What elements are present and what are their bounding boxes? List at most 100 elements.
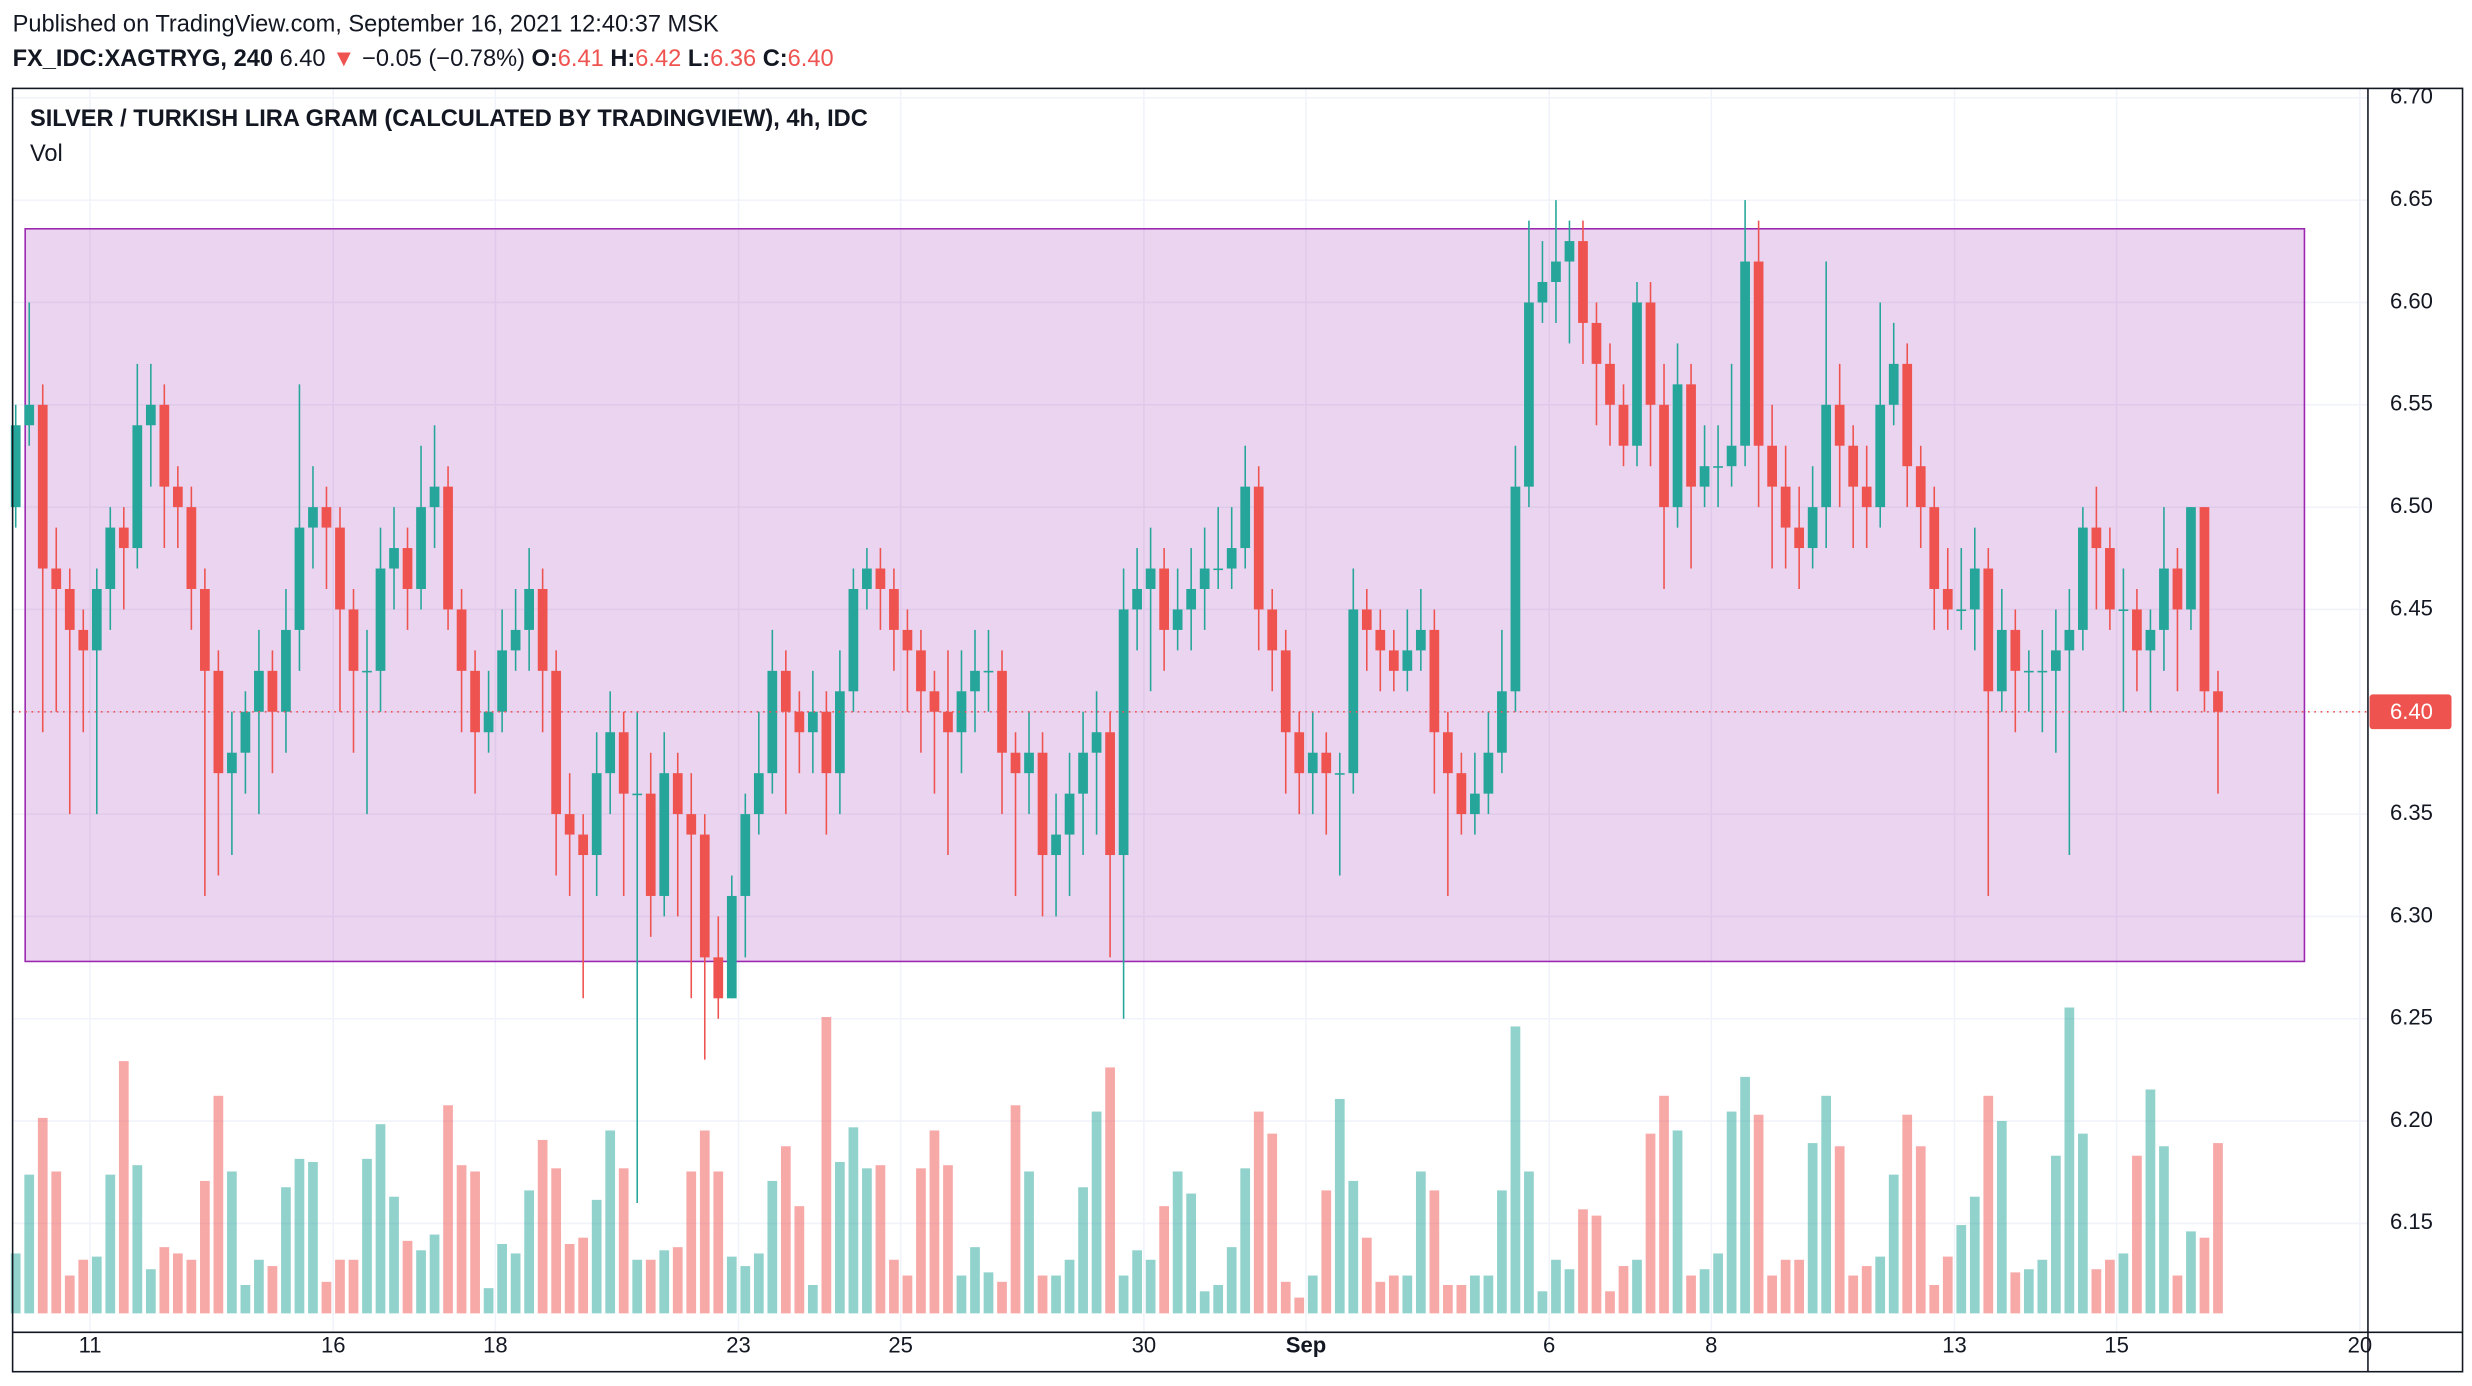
volume-bar [1456, 1284, 1467, 1314]
y-tick-label: 6.25 [2390, 1005, 2433, 1030]
candle-body [1226, 548, 1237, 569]
candle-body [1388, 650, 1399, 671]
y-tick-label: 6.70 [2390, 84, 2433, 109]
x-tick-label: 16 [321, 1332, 346, 1357]
volume-bar [1240, 1168, 1251, 1314]
candle-body [456, 609, 467, 671]
candle-body [848, 588, 859, 692]
candle-body [2199, 507, 2210, 692]
candle-body [2091, 527, 2102, 549]
volume-bar [2078, 1133, 2088, 1314]
volume-bar [537, 1139, 548, 1314]
candle-body [375, 568, 386, 671]
y-tick-label: 6.65 [2390, 186, 2433, 211]
candle-body [875, 568, 886, 589]
volume-bar [902, 1275, 913, 1314]
volume-bar [1834, 1146, 1845, 1314]
candle-body [1686, 384, 1696, 487]
volume-bar [470, 1171, 480, 1314]
candle-body [618, 732, 629, 794]
volume-bar [726, 1256, 737, 1314]
volume-bar [64, 1275, 75, 1314]
volume-bar [1294, 1297, 1305, 1314]
candle-body [1091, 732, 1102, 753]
volume-bar [375, 1124, 386, 1314]
candle-body [2064, 629, 2075, 651]
candle-body [713, 957, 724, 999]
candle-body [1537, 282, 1548, 303]
volume-bar [1172, 1171, 1183, 1314]
open-value: 6.41 [558, 46, 604, 72]
volume-bar [1915, 1146, 1926, 1314]
candle-body [1172, 609, 1183, 630]
candle-body [200, 588, 210, 671]
volume-bar [362, 1158, 372, 1314]
volume-bar [970, 1247, 980, 1314]
candle-body [186, 507, 197, 589]
candle-body [821, 711, 832, 774]
volume-bar [456, 1165, 467, 1314]
change: −0.05 (−0.78%) [362, 46, 525, 72]
candle-body [24, 404, 35, 426]
candle-body [335, 527, 345, 610]
volume-bar [997, 1281, 1007, 1314]
candle-body [1470, 793, 1480, 815]
candle-body [1199, 568, 1210, 589]
candle-body [2010, 629, 2021, 671]
candle-body [1078, 752, 1088, 794]
volume-bar [605, 1130, 616, 1314]
candle-body [1564, 241, 1575, 262]
volume-bar [132, 1165, 143, 1314]
candle-body [1551, 261, 1561, 283]
volume-bar [1888, 1174, 1899, 1314]
volume-bar [1618, 1266, 1629, 1314]
candle-body [1713, 466, 1723, 468]
volume-bar [1118, 1275, 1129, 1314]
candle-body [794, 711, 805, 733]
volume-bar [1645, 1133, 1656, 1314]
candle-body [632, 793, 643, 796]
candle-body [1267, 609, 1278, 651]
candle-body [389, 548, 399, 569]
candle-body [37, 404, 48, 569]
volume-bar [1632, 1259, 1642, 1314]
x-tick-label: Sep [1286, 1332, 1326, 1357]
close-value: 6.40 [788, 46, 834, 72]
volume-bar [200, 1180, 210, 1314]
candle-body [1956, 609, 1967, 612]
volume-bar [591, 1199, 602, 1314]
candle-body [916, 650, 926, 692]
candle-body [1024, 752, 1034, 774]
volume-bar [862, 1168, 872, 1314]
candle-body [1456, 773, 1467, 815]
x-tick-label: 6 [1543, 1332, 1555, 1357]
volume-bar [402, 1240, 413, 1314]
volume-bar [2010, 1272, 2021, 1314]
symbol-line: FX_IDC:XAGTRYG, 240 6.40 ▼ −0.05 (−0.78%… [13, 46, 834, 72]
volume-bar [267, 1266, 278, 1314]
candle-body [1848, 445, 1859, 487]
candle-body [686, 814, 697, 835]
candle-body [2078, 527, 2088, 630]
candle-body [929, 691, 940, 712]
volume-bar [335, 1259, 345, 1314]
candle-body [1861, 486, 1872, 508]
candle-body [483, 711, 494, 733]
candle-body [1443, 732, 1453, 774]
candle-body [1834, 404, 1845, 446]
volume-bar [1186, 1193, 1197, 1314]
volume-bar [780, 1146, 791, 1314]
volume-bar [159, 1247, 170, 1314]
candle-body [753, 773, 764, 815]
volume-bar [1942, 1256, 1953, 1314]
candle-body [10, 425, 21, 508]
candle-body [2159, 568, 2169, 630]
volume-bar [483, 1288, 494, 1314]
volume-bar [1510, 1026, 1521, 1314]
x-tick-label: 23 [726, 1332, 751, 1357]
volume-bar [254, 1259, 264, 1314]
x-tick-label: 8 [1705, 1332, 1717, 1357]
candle-body [267, 670, 278, 712]
volume-bar [1996, 1121, 2007, 1314]
candle-body [835, 691, 845, 774]
